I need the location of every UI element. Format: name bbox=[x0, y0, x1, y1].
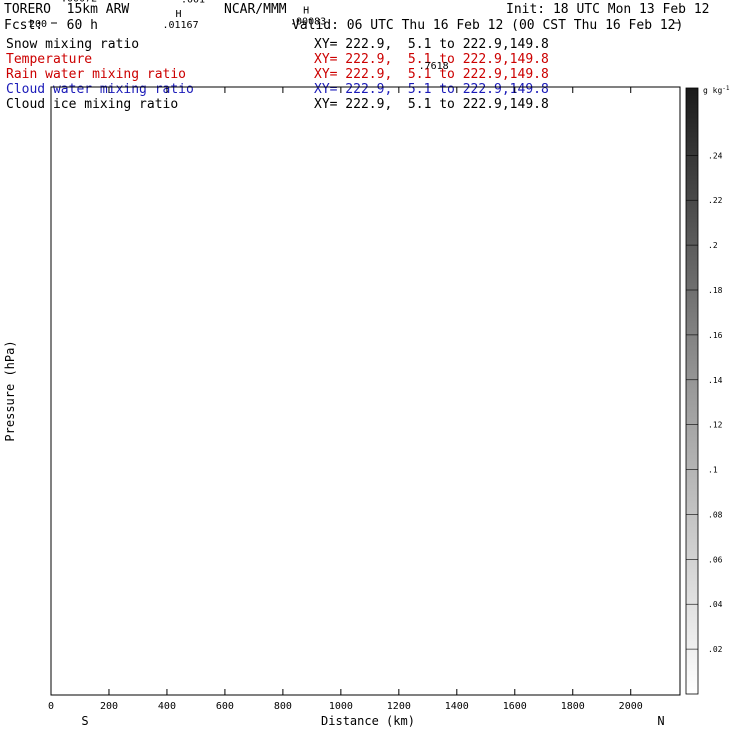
snow-max-value: .01167 bbox=[162, 20, 198, 31]
colorbar-tick-label: .08 bbox=[708, 510, 723, 519]
x-tick-label: 400 bbox=[158, 701, 176, 712]
isotherm-line bbox=[51, 22, 677, 30]
direction-south: S bbox=[81, 714, 88, 728]
colorbar-tick-label: .18 bbox=[708, 286, 723, 295]
isotherm-line bbox=[51, 0, 677, 7]
x-tick-label: 1000 bbox=[329, 701, 353, 712]
header-init: Init: 18 UTC Mon 13 Feb 12 bbox=[506, 2, 710, 17]
snow-contour-label: .001 bbox=[181, 0, 205, 6]
colorbar-tick-label: .24 bbox=[708, 151, 723, 160]
colorbar-tick-label: .16 bbox=[708, 331, 723, 340]
y-axis-label: Pressure (hPa) bbox=[3, 340, 17, 441]
header-org: NCAR/MMM bbox=[224, 2, 287, 17]
legend-xy-cloud-water: XY= 222.9, 5.1 to 222.9,149.8 bbox=[314, 82, 549, 97]
isotherm-line bbox=[51, 11, 677, 19]
legend-name-temperature: Temperature bbox=[6, 52, 93, 67]
isotherm-line bbox=[51, 62, 677, 70]
x-tick-label: 800 bbox=[274, 701, 292, 712]
isotherm-label: -30 bbox=[338, 0, 356, 9]
top-value-label: .7618 bbox=[419, 61, 449, 72]
legend-xy-cloud-ice: XY= 222.9, 5.1 to 222.9,149.8 bbox=[314, 97, 549, 112]
colorbar-tick-label: .22 bbox=[708, 196, 723, 205]
x-tick-label: 1200 bbox=[387, 701, 411, 712]
colorbar-tick-label: .2 bbox=[708, 241, 718, 250]
x-axis-label: Distance (km) bbox=[321, 714, 415, 728]
x-tick-label: 1800 bbox=[561, 701, 585, 712]
isotherm-label-bg bbox=[337, 0, 357, 8]
isotherm-line bbox=[51, 43, 677, 51]
isotherm-line bbox=[51, 78, 677, 86]
colorbar-unit: g kg-1 bbox=[703, 85, 730, 95]
ice-max-value: .00083 bbox=[290, 17, 326, 28]
header-model: TORERO 15km ARW bbox=[4, 2, 130, 17]
colorbar-tick-label: .06 bbox=[708, 555, 723, 564]
colorbar-tick-label: .14 bbox=[708, 376, 723, 385]
ice-contour bbox=[356, 0, 366, 17]
x-tick-label: 1400 bbox=[445, 701, 469, 712]
header-valid: Valid: 06 UTC Thu 16 Feb 12 (00 CST Thu … bbox=[292, 18, 684, 33]
isotherm-label: -30 bbox=[648, 2, 666, 13]
colorbar-tick-label: .12 bbox=[708, 421, 723, 430]
colorbar-tick-label: .04 bbox=[708, 600, 723, 609]
isotherm-line bbox=[51, 71, 677, 79]
legend-name-cloud-ice: Cloud ice mixing ratio bbox=[6, 97, 179, 112]
ice-max-h-marker: H bbox=[303, 6, 309, 17]
y-tick-label: 200 bbox=[29, 19, 47, 30]
plot-frame bbox=[50, 86, 681, 696]
x-tick-label: 1600 bbox=[503, 701, 527, 712]
x-tick-label: 600 bbox=[216, 701, 234, 712]
legend-name-rain: Rain water mixing ratio bbox=[6, 67, 187, 82]
legend-name-cloud-water: Cloud water mixing ratio bbox=[6, 82, 194, 97]
ice-max-value: .00072 bbox=[61, 0, 97, 5]
direction-north: N bbox=[657, 714, 664, 728]
isotherm-label-bg bbox=[647, 0, 667, 12]
colorbar-tick-label: .02 bbox=[708, 645, 723, 654]
colorbar bbox=[685, 87, 699, 695]
x-tick-label: 2000 bbox=[619, 701, 643, 712]
snow-max-h-marker: H bbox=[176, 9, 182, 20]
isotherm-line bbox=[51, 33, 677, 41]
x-tick-label: 200 bbox=[100, 701, 118, 712]
header-fcst: Fcst: 60 h bbox=[4, 18, 98, 33]
legend-xy-snow: XY= 222.9, 5.1 to 222.9,149.8 bbox=[314, 37, 549, 52]
colorbar-tick-label: .1 bbox=[708, 466, 718, 475]
legend-xy-temperature: XY= 222.9, 5.1 to 222.9,149.8 bbox=[314, 52, 549, 67]
snow-contour bbox=[156, 0, 187, 65]
legend-xy-rain: XY= 222.9, 5.1 to 222.9,149.8 bbox=[314, 67, 549, 82]
legend-name-snow: Snow mixing ratio bbox=[6, 37, 140, 52]
x-tick-label: 0 bbox=[48, 701, 54, 712]
isotherm-line bbox=[51, 53, 677, 61]
